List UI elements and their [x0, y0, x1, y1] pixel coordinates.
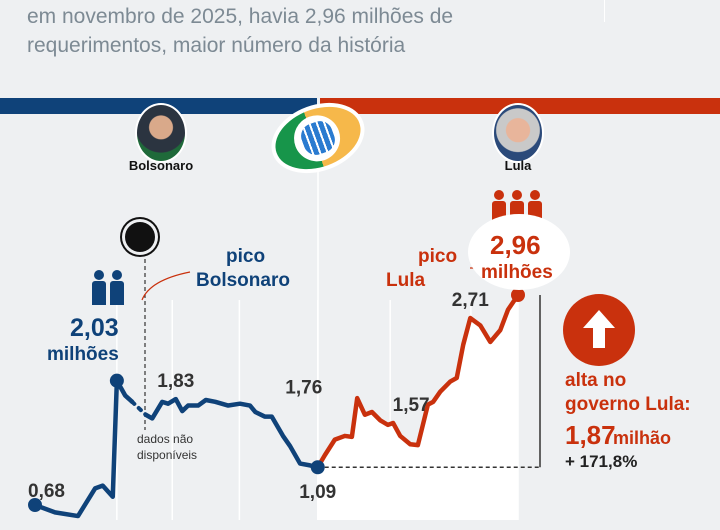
alta-2: governo Lula: [565, 394, 691, 415]
peak-marker [310, 460, 325, 475]
pico-lula-unit: milhões [481, 262, 553, 283]
up-arrow-icon [563, 294, 635, 366]
alta-pct: + 171,8% [565, 452, 638, 471]
data-label: 0,68 [28, 481, 65, 502]
missing-data-dots [130, 399, 148, 417]
lula-area [317, 295, 518, 520]
series-line-lula [315, 292, 521, 470]
data-label: 1,09 [299, 482, 336, 503]
pico-lula-2: Lula [386, 270, 426, 291]
alta-value: 1,87 [565, 420, 616, 450]
bolsonaro-label: Bolsonaro [128, 158, 194, 173]
divider [604, 0, 605, 22]
pico-bolsonaro-unit: milhões [47, 344, 119, 365]
alta-unit: milhão [613, 428, 672, 448]
data-label: 2,71 [452, 290, 489, 311]
peak-marker [28, 498, 42, 512]
lula-photo [492, 103, 544, 163]
alta-1: alta no [565, 370, 627, 391]
people-icon-blue [92, 270, 126, 306]
data-label: 1,76 [285, 378, 322, 399]
data-label: 1,83 [157, 371, 194, 392]
pico-bolsonaro-value: 2,03 [70, 314, 119, 342]
data-label: 1,57 [393, 395, 430, 416]
series-line-bolsonaro [32, 378, 135, 519]
series-line-bolsonaro [143, 396, 320, 470]
subtitle: em novembro de 2025, havia 2,96 milhões … [27, 5, 454, 57]
bolsonaro-photo [135, 103, 187, 163]
lula-label: Lula [504, 158, 532, 173]
pico-lula-bubble [468, 214, 570, 290]
bolsonaro-arrow [141, 271, 191, 301]
peak-marker [109, 373, 124, 388]
pico-lula-value: 2,96 [490, 230, 541, 260]
pico-bolsonaro-1: pico [226, 246, 266, 267]
virus-icon [125, 222, 155, 252]
missing-data-2: disponíveis [137, 448, 198, 462]
pico-bolsonaro-2: Bolsonaro [196, 270, 290, 291]
missing-data-1: dados não [137, 432, 194, 446]
pico-lula-1: pico [418, 246, 458, 267]
peak-marker [511, 288, 525, 303]
